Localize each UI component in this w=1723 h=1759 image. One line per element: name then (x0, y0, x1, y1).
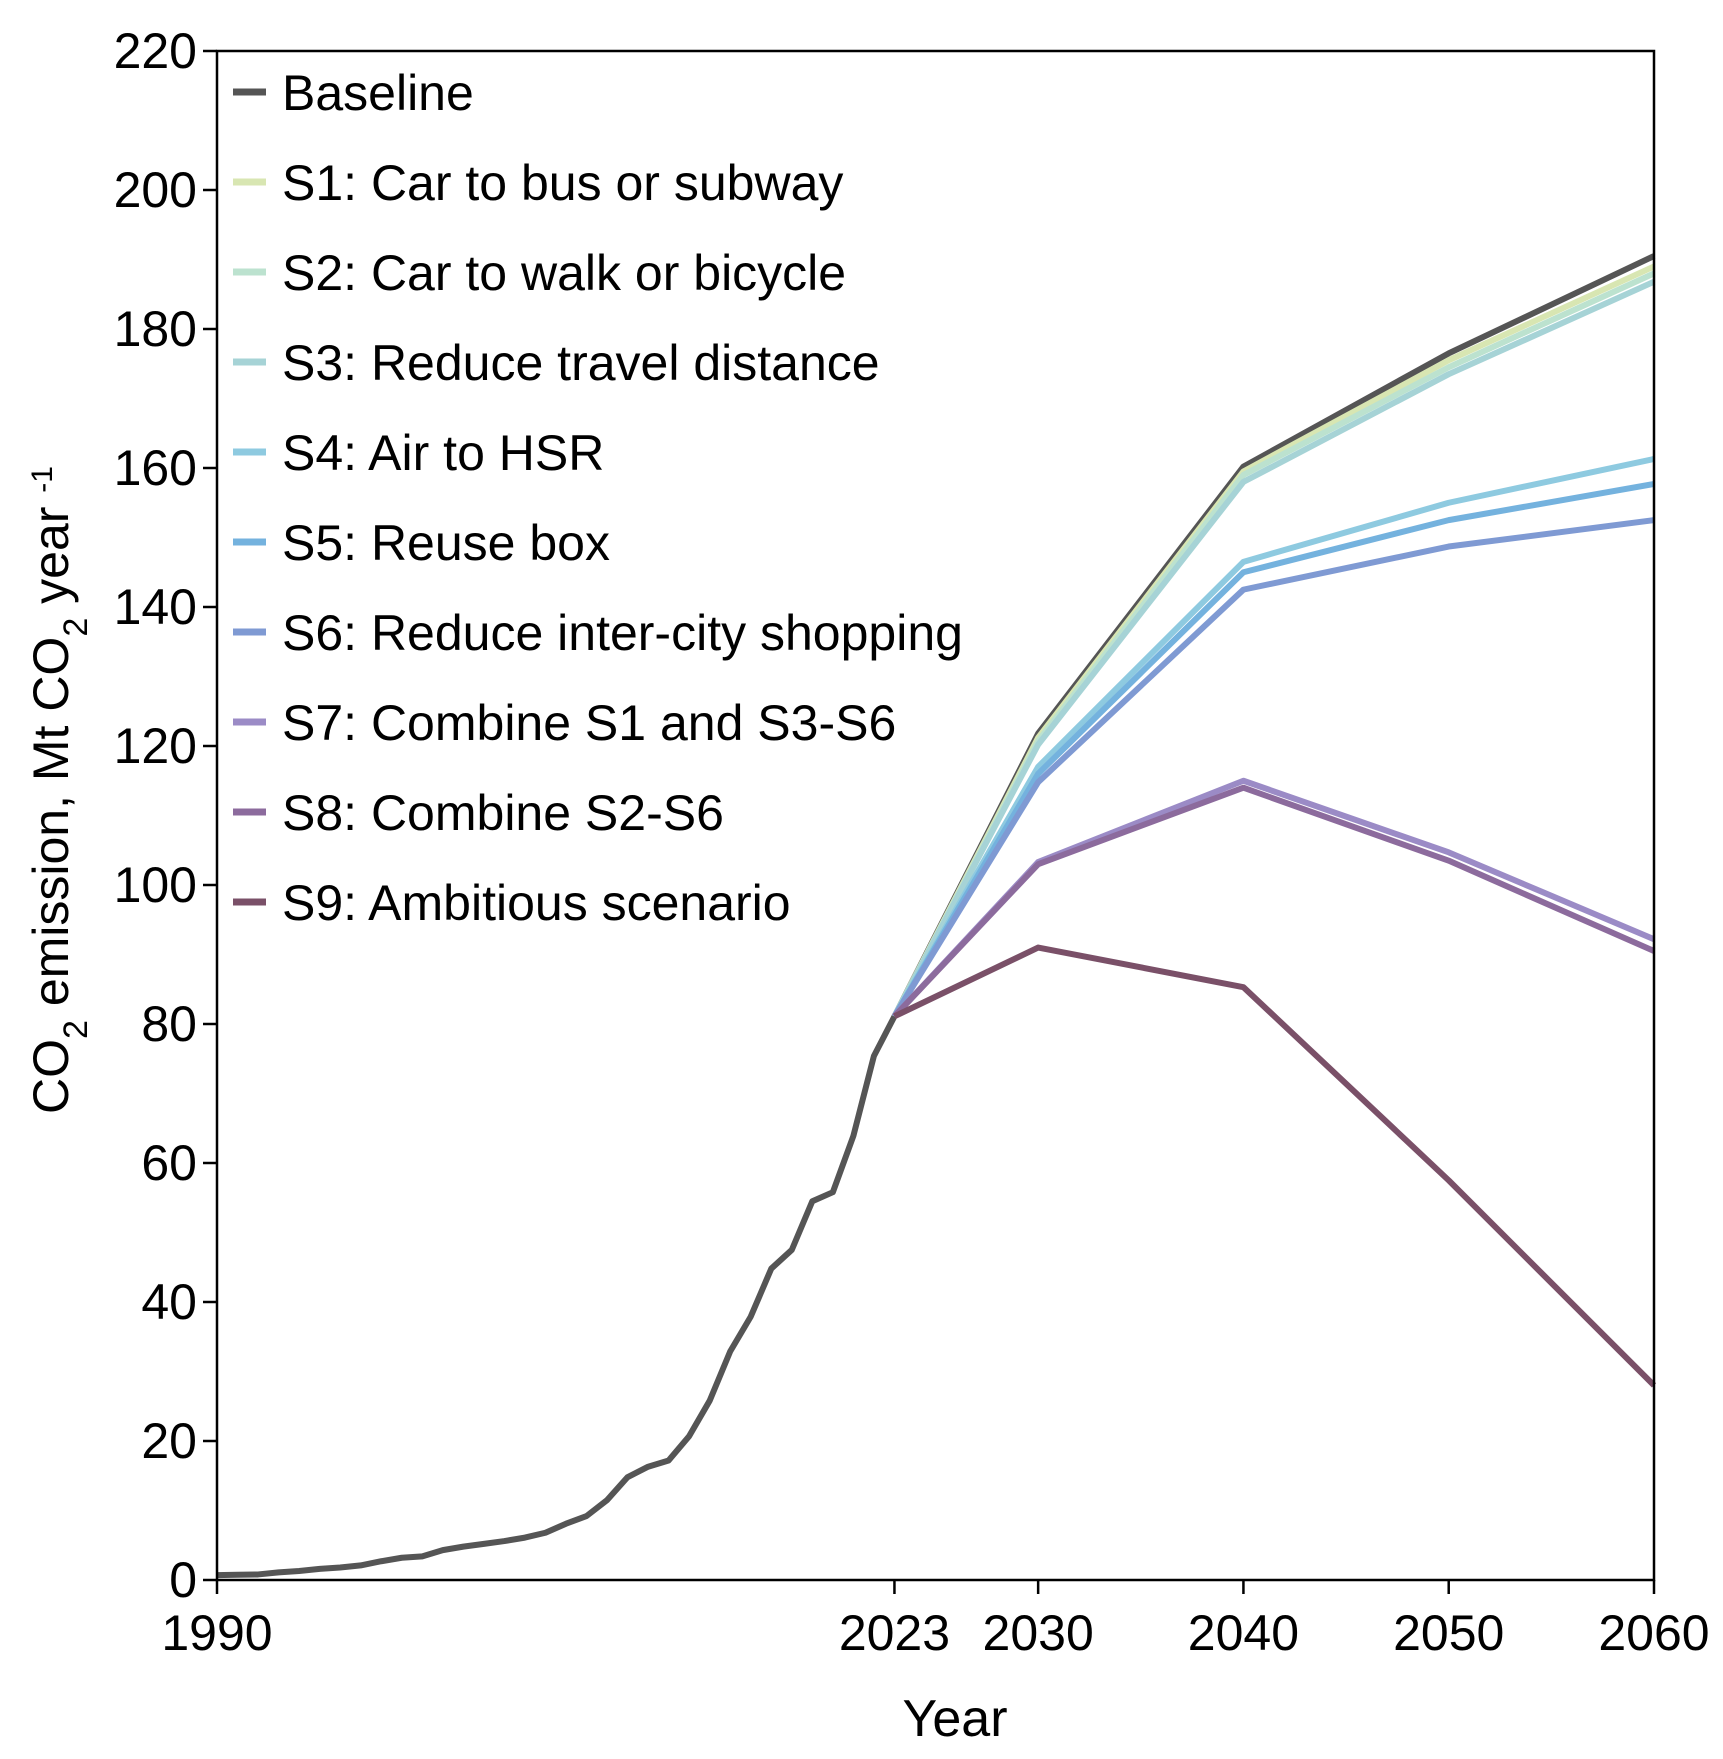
legend-item: S5: Reuse box (233, 515, 610, 571)
y-tick-label: 40 (141, 1274, 197, 1330)
y-tick-label: 200 (114, 162, 197, 218)
x-tick-label: 2060 (1598, 1605, 1709, 1661)
legend-item: S8: Combine S2-S6 (233, 785, 724, 841)
x-tick-label: 2023 (839, 1605, 950, 1661)
x-tick-label: 2040 (1188, 1605, 1299, 1661)
legend-item: S7: Combine S1 and S3-S6 (233, 695, 896, 751)
legend-label: S5: Reuse box (282, 515, 610, 571)
y-tick-label: 180 (114, 301, 197, 357)
legend-label: S7: Combine S1 and S3-S6 (282, 695, 896, 751)
legend-label: S4: Air to HSR (282, 425, 604, 481)
y-tick-label: 140 (114, 579, 197, 635)
series-line-s3-reduce-travel-distance (891, 279, 1656, 1018)
legend-item: S3: Reduce travel distance (233, 335, 880, 391)
x-axis: 1990 2023 2030 2040 2050 2060 (161, 1580, 1710, 1661)
legend-label: S3: Reduce travel distance (282, 335, 880, 391)
series-line-s9-ambitious-scenario (893, 944, 1657, 1388)
y-axis-label: CO2 emission, Mt CO2 year -1 (23, 466, 95, 1114)
x-tick-label: 2030 (983, 1605, 1094, 1661)
x-tick-label: 2050 (1393, 1605, 1504, 1661)
series-lines (216, 253, 1657, 1579)
y-tick-label: 20 (141, 1413, 197, 1469)
series-line-s4-air-to-hsr (891, 456, 1655, 1018)
x-tick-label: 1990 (161, 1605, 272, 1661)
y-tick-label: 160 (114, 440, 197, 496)
legend-item: S9: Ambitious scenario (233, 875, 791, 931)
y-axis: 0 20 40 60 80 100 120 140 160 180 200 220 (114, 23, 217, 1608)
legend-item: Baseline (233, 65, 474, 121)
plot-frame (215, 49, 1656, 1582)
y-tick-label: 120 (114, 718, 197, 774)
y-tick-label: 60 (141, 1135, 197, 1191)
legend-item: S2: Car to walk or bicycle (233, 245, 846, 301)
series-line-s6-reduce-inter-city-shopping (891, 517, 1655, 1018)
legend: Baseline S1: Car to bus or subway S2: Car … (233, 65, 963, 931)
series-line-s5-reuse-box (891, 481, 1655, 1018)
legend-item: S6: Reduce inter-city shopping (233, 605, 963, 661)
legend-label: S8: Combine S2-S6 (282, 785, 724, 841)
x-axis-label: Year (902, 1690, 1007, 1748)
legend-label: S2: Car to walk or bicycle (282, 245, 846, 301)
legend-label: Baseline (282, 65, 474, 121)
y-tick-label: 0 (169, 1552, 197, 1608)
legend-label: S6: Reduce inter-city shopping (282, 605, 963, 661)
legend-item: S1: Car to bus or subway (233, 155, 843, 211)
series-line-s8-combine-s2-s6 (892, 784, 1656, 1019)
historical-line (216, 1014, 898, 1579)
legend-item: S4: Air to HSR (233, 425, 604, 481)
legend-label: S1: Car to bus or subway (282, 155, 843, 211)
legend-label: S9: Ambitious scenario (282, 875, 791, 931)
y-tick-label: 220 (114, 23, 197, 79)
y-tick-label: 100 (114, 857, 197, 913)
series-line-s2-car-to-walk-or-bicycle (891, 270, 1656, 1018)
y-tick-label: 80 (141, 996, 197, 1052)
